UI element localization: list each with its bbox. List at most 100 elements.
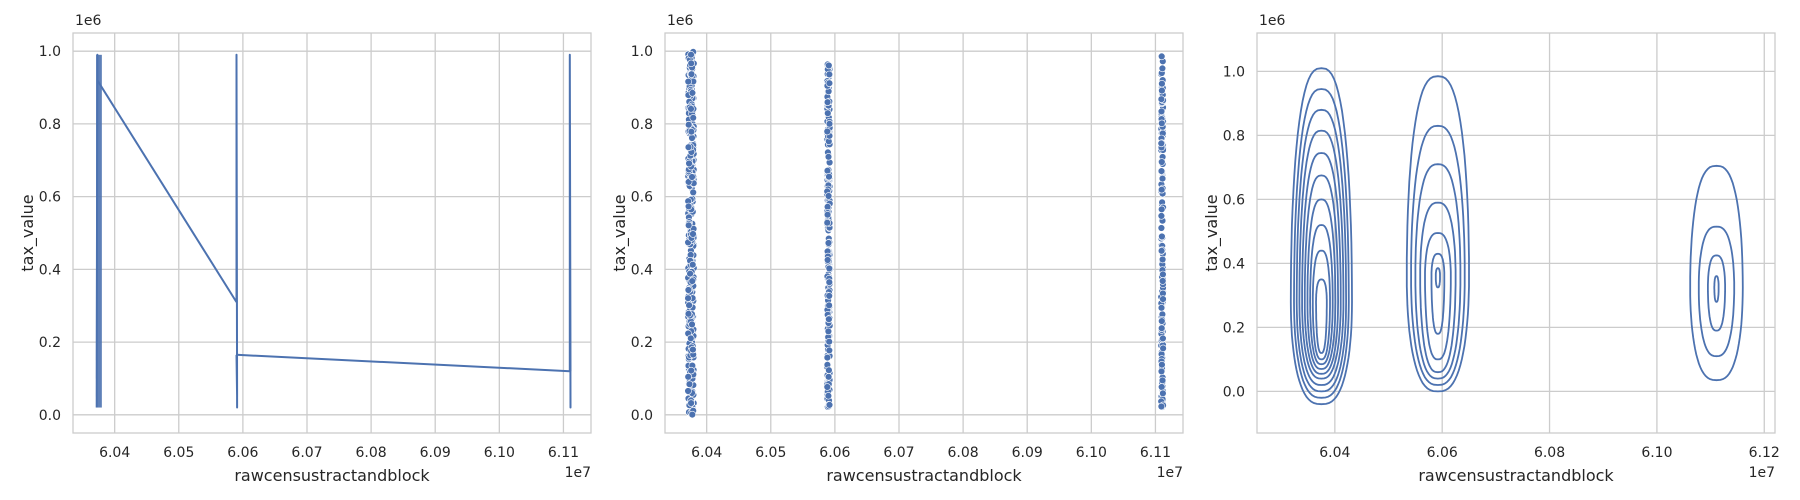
scatter-point — [825, 278, 833, 286]
scatter-point — [684, 387, 692, 395]
scatter-point — [684, 202, 693, 211]
scatter-point — [825, 173, 833, 181]
x-offset-label: 1e7 — [1749, 465, 1775, 481]
y-tick-label: 0.4 — [1223, 256, 1245, 272]
scatter-point — [689, 230, 697, 238]
scatter-point — [1158, 158, 1166, 166]
x-offset-label: 1e7 — [565, 465, 591, 481]
plot-frame — [664, 32, 1184, 434]
x-tick-label: 6.06 — [227, 445, 258, 461]
x-tick-label: 6.04 — [1319, 445, 1350, 461]
density-contour — [1289, 67, 1353, 406]
y-tick-label: 0.0 — [39, 408, 61, 424]
x-tick-label: 6.12 — [1749, 445, 1780, 461]
x-tick-label: 6.09 — [420, 445, 451, 461]
scatter-point — [688, 410, 696, 419]
scatter-point — [823, 98, 832, 106]
scatter-point — [824, 153, 833, 161]
x-tick-label: 6.08 — [356, 445, 387, 461]
scatter-point — [824, 109, 832, 117]
scatter-point — [825, 70, 833, 79]
scatter-point — [1159, 344, 1167, 352]
scatter-point — [825, 301, 833, 309]
scatter-point — [825, 366, 833, 374]
scatter-point — [685, 301, 693, 309]
scatter-point — [1157, 167, 1166, 175]
x-axis-label: rawcensustractandblock — [1418, 466, 1614, 485]
x-tick-label: 6.06 — [819, 445, 850, 461]
line-segment-4 — [236, 353, 570, 373]
scatter-point — [823, 203, 832, 211]
scatter-point — [686, 270, 694, 278]
y-tick-label: 0.0 — [631, 408, 653, 424]
density-contour — [1311, 249, 1331, 361]
y-tick-label: 0.6 — [631, 190, 653, 206]
scatter-point — [1157, 367, 1166, 376]
scatter-point — [825, 61, 833, 70]
density-contour — [1295, 108, 1348, 393]
x-tick-label: 6.04 — [691, 445, 722, 461]
x-tick-label: 6.08 — [1534, 445, 1565, 461]
scatter-point — [1157, 205, 1166, 214]
scatter-point — [688, 89, 697, 97]
scatter-point — [1157, 383, 1166, 391]
y-axis-label: tax_value — [1202, 194, 1222, 271]
x-tick-label: 6.05 — [163, 445, 194, 461]
line-segment-2 — [96, 79, 238, 303]
density-contour — [1434, 267, 1441, 289]
scatter-point — [688, 261, 697, 269]
scatter-point — [1158, 277, 1167, 285]
scatter-point — [1157, 324, 1166, 332]
x-tick-label: 6.10 — [484, 445, 515, 461]
y-tick-label: 0.0 — [1223, 384, 1245, 400]
density-contour — [1707, 254, 1726, 332]
scatter-point — [684, 373, 692, 381]
x-tick-label: 6.09 — [1012, 445, 1043, 461]
x-tick-label: 6.05 — [755, 445, 786, 461]
scatter-point — [825, 292, 833, 300]
scatter-point — [823, 127, 831, 136]
scatter-point — [684, 120, 693, 129]
scatter-point — [1159, 295, 1167, 303]
scatter-point — [1157, 52, 1166, 61]
y-tick-label: 0.8 — [631, 117, 653, 133]
x-tick-label: 6.10 — [1641, 445, 1672, 461]
scatter-point — [825, 315, 833, 323]
line-segment-3 — [235, 53, 239, 409]
y-tick-label: 0.4 — [631, 262, 653, 278]
scatter-point — [824, 327, 833, 336]
scatter-point — [688, 277, 696, 285]
scatter-point — [1159, 270, 1167, 279]
scatter-point — [824, 192, 833, 200]
y-tick-label: 1.0 — [631, 44, 653, 60]
scatter-point — [1158, 361, 1166, 369]
scatter-point — [1157, 95, 1166, 103]
density-contour — [1414, 163, 1462, 380]
plot-frame — [72, 32, 592, 434]
chart-2: 6.04 6.05 6.06 6.07 6.08 6.09 6.10 6.11 0.0 0.2 0.… — [610, 13, 1184, 485]
scatter-point — [825, 120, 834, 128]
y-offset-label: 1e6 — [75, 13, 102, 29]
chart-3: 6.04 6.06 6.08 6.10 6.12 0.0 0.2 0.4 0.6 0.8 1.0 1e… — [1202, 13, 1780, 485]
scatter-point — [687, 399, 695, 407]
scatter-point — [824, 239, 833, 247]
y-tick-label: 0.4 — [39, 262, 61, 278]
scatter-point — [823, 383, 831, 391]
scatter-point — [688, 320, 696, 329]
x-tick-label: 6.07 — [883, 445, 914, 461]
scatter-point — [1157, 247, 1166, 255]
x-offset-label: 1e7 — [1157, 465, 1183, 481]
y-tick-label: 0.8 — [39, 117, 61, 133]
scatter-point — [1159, 334, 1167, 343]
scatter-point — [1157, 402, 1166, 411]
scatter-point — [1157, 139, 1166, 148]
scatter-point — [685, 159, 693, 168]
y-tick-label: 0.2 — [39, 335, 61, 351]
scatter-point — [684, 221, 693, 230]
density-contour — [1315, 278, 1328, 354]
scatter-point — [687, 128, 696, 136]
scatter-point — [1157, 304, 1166, 312]
density-contour — [1303, 174, 1340, 375]
scatter-point — [1157, 224, 1166, 232]
